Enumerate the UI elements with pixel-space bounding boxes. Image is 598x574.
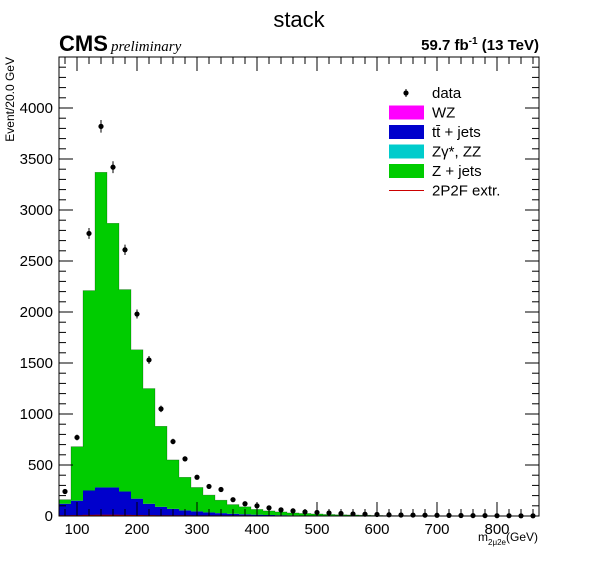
chart-title: stack <box>273 7 325 32</box>
legend-label-3: Zγ*, ZZ <box>432 144 481 161</box>
x-tick-label-100: 100 <box>64 521 89 538</box>
bar-3-5 <box>119 289 131 492</box>
bar-3-2 <box>83 290 95 491</box>
data-point-1 <box>74 434 80 441</box>
data-point-17 <box>266 505 272 511</box>
y-tick-label-1500: 1500 <box>20 355 53 372</box>
bar-0-4 <box>107 487 119 516</box>
y-tick-label-2000: 2000 <box>20 304 53 321</box>
legend-swatch-2 <box>389 125 424 139</box>
x-tick-label-700: 700 <box>424 521 449 538</box>
x-tick-label-300: 300 <box>184 521 209 538</box>
x-tick-label-200: 200 <box>124 521 149 538</box>
bar-3-9 <box>167 459 179 509</box>
data-point-5 <box>122 247 128 253</box>
y-axis-ticks: 0 500 1000 1500 2000 2500 3000 3500 4000 <box>20 56 539 525</box>
y-tick-label-3000: 3000 <box>20 202 53 219</box>
data-point-11 <box>194 474 200 480</box>
bar-3-10 <box>179 477 191 511</box>
data-point-3 <box>98 123 104 129</box>
legend-swatch-4 <box>389 164 424 178</box>
x-axis-label: m2μ2e(GeV) <box>478 530 538 547</box>
y-tick-label-500: 500 <box>28 457 53 474</box>
data-point-0 <box>62 488 68 495</box>
legend-label-2: tt̄ + jets <box>432 124 481 141</box>
y-axis-label: Event/20.0 GeV <box>3 57 17 142</box>
plot-frame <box>58 56 540 517</box>
data-point-6 <box>134 311 140 317</box>
data-point-4 <box>110 164 116 170</box>
x-tick-label-800: 800 <box>484 521 509 538</box>
cms-label: CMS <box>59 31 108 56</box>
data-point-15 <box>242 501 248 507</box>
lumi-label: 59.7 fb-1 (13 TeV) <box>421 36 539 54</box>
data-point-8 <box>158 406 164 412</box>
data-point-13 <box>218 486 224 493</box>
legend-swatch-1 <box>389 105 424 120</box>
bar-3-0 <box>59 499 71 504</box>
bar-3-13 <box>215 500 227 514</box>
bar-0-5 <box>119 491 131 516</box>
bar-3-6 <box>131 349 143 499</box>
x-axis-label-unit: (GeV) <box>506 530 538 544</box>
bar-0-3 <box>95 487 107 516</box>
legend-label-4: Z + jets <box>432 163 482 180</box>
lumi-value: 59.7 fb <box>421 37 469 54</box>
data-point-7 <box>146 357 152 363</box>
legend-label-1: WZ <box>432 105 455 122</box>
bar-3-3 <box>95 172 107 488</box>
data-point-14 <box>230 497 236 503</box>
bar-3-7 <box>143 388 155 504</box>
bar-3-11 <box>191 487 203 512</box>
x-tick-label-600: 600 <box>364 521 389 538</box>
bar-3-12 <box>203 495 215 513</box>
legend-swatch-3 <box>389 144 424 159</box>
x-tick-label-500: 500 <box>304 521 329 538</box>
bar-3-8 <box>155 426 167 507</box>
bar-0-2 <box>83 490 95 516</box>
x-axis-label-sub: 2μ2e <box>488 538 507 547</box>
data-point-12 <box>206 483 212 490</box>
x-tick-label-400: 400 <box>244 521 269 538</box>
data-point-2 <box>86 230 92 237</box>
energy-value: (13 TeV) <box>482 37 539 54</box>
legend-label-0: data <box>432 85 462 102</box>
y-tick-label-0: 0 <box>45 508 53 525</box>
x-axis-label-main: m <box>478 530 488 544</box>
legend-marker-0 <box>403 90 409 96</box>
y-tick-label-4000: 4000 <box>20 100 53 117</box>
legend-label-5: 2P2F extr. <box>432 183 500 200</box>
bar-3-1 <box>71 446 83 501</box>
legend: data WZ tt̄ + jets Zγ*, ZZ Z + jets 2P2F extr… <box>389 85 500 200</box>
x-axis-ticks: 100 200 300 400 500 600 700 800 <box>64 57 534 538</box>
preliminary-label: preliminary <box>110 39 182 55</box>
bar-3-4 <box>107 223 119 488</box>
lumi-exponent: -1 <box>469 36 478 47</box>
y-tick-label-1000: 1000 <box>20 406 53 423</box>
y-tick-label-2500: 2500 <box>20 253 53 270</box>
data-point-9 <box>170 438 176 445</box>
y-tick-label-3500: 3500 <box>20 151 53 168</box>
data-point-10 <box>182 456 188 462</box>
stack-bars <box>58 171 539 517</box>
